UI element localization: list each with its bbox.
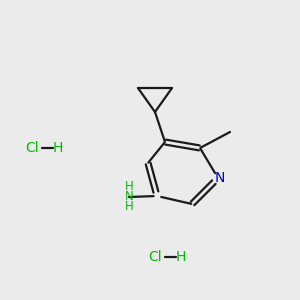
Text: N: N (215, 171, 225, 185)
Text: Cl: Cl (25, 141, 39, 155)
Text: H: H (124, 181, 134, 194)
Text: H: H (124, 200, 134, 214)
Text: H: H (176, 250, 186, 264)
Text: H: H (53, 141, 63, 155)
Text: N: N (124, 190, 134, 203)
Text: Cl: Cl (148, 250, 162, 264)
